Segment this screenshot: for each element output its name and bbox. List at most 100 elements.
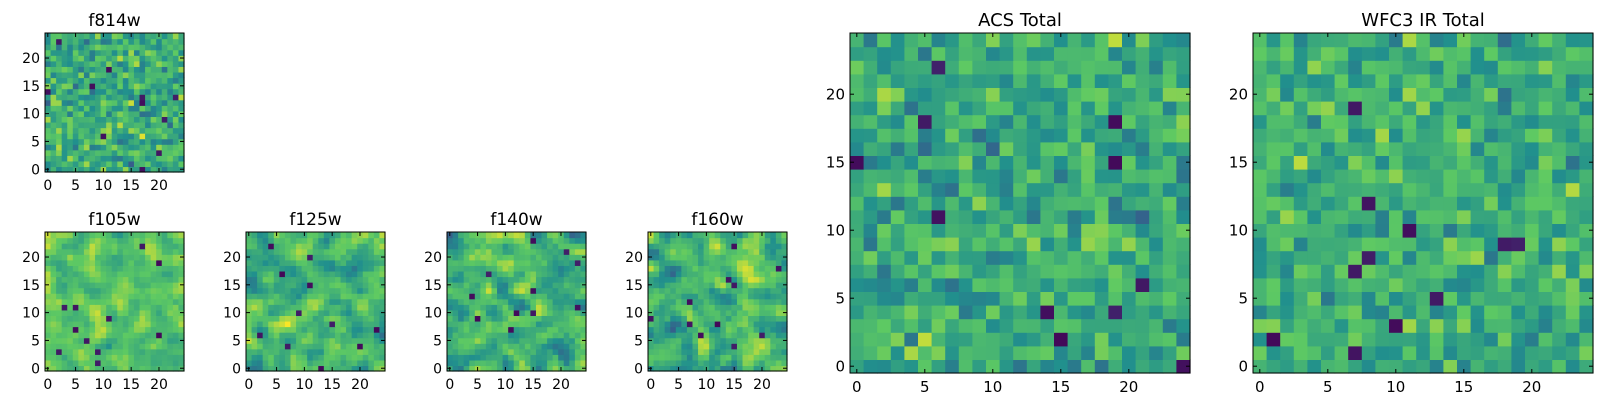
heatmap-cell: [703, 243, 710, 250]
heatmap-cell: [106, 60, 113, 67]
heatmap-cell: [1484, 101, 1499, 116]
heatmap-cell: [1348, 209, 1363, 224]
heatmap-cell: [1375, 264, 1390, 279]
heatmap-cell: [775, 315, 783, 322]
heatmap-cell: [753, 326, 760, 333]
plot-frame: [647, 231, 788, 372]
heatmap-cell: [775, 282, 783, 289]
heatmap-cell: [133, 138, 141, 145]
heatmap-cell: [524, 337, 531, 344]
heatmap-cell: [106, 304, 113, 311]
heatmap-cell: [1293, 101, 1308, 116]
heatmap-cell: [458, 237, 465, 244]
heatmap-cell: [1511, 60, 1526, 75]
heatmap-cell: [1149, 169, 1164, 184]
heatmap-cell: [50, 232, 57, 239]
heatmap-cell: [1149, 182, 1164, 197]
heatmap-cell: [1135, 114, 1150, 129]
heatmap-cell: [1457, 141, 1472, 156]
heatmap-cell: [1565, 87, 1580, 102]
heatmap-cell: [497, 287, 504, 294]
heatmap-cell: [100, 116, 107, 123]
heatmap-cell: [558, 282, 565, 289]
heatmap-cell: [307, 309, 314, 316]
heatmap-cell: [262, 315, 269, 322]
heatmap-cell: [145, 265, 152, 272]
heatmap-cell: [670, 276, 677, 283]
heatmap-cell: [1429, 73, 1444, 88]
heatmap-cell: [56, 304, 63, 311]
heatmap-cell: [318, 354, 325, 361]
heatmap-cell: [1334, 155, 1349, 170]
heatmap-cell: [692, 254, 699, 261]
heatmap-cell: [257, 298, 264, 305]
heatmap-cell: [61, 348, 68, 355]
heatmap-cell: [972, 250, 987, 265]
heatmap-cell: [714, 332, 721, 339]
heatmap-cell: [78, 33, 85, 40]
heatmap-cell: [133, 254, 141, 261]
heatmap-cell: [709, 359, 716, 367]
x-tick-label: 20: [351, 377, 369, 393]
heatmap-cell: [1416, 182, 1431, 197]
heatmap-cell: [1538, 332, 1553, 347]
heatmap-cell: [156, 155, 163, 162]
heatmap-cell: [1565, 250, 1580, 265]
heatmap-cell: [133, 38, 141, 45]
heatmap-cell: [904, 155, 919, 170]
heatmap-cell: [513, 276, 520, 283]
heatmap-cell: [1162, 73, 1177, 88]
heatmap-cell: [535, 237, 543, 244]
heatmap-cell: [318, 332, 325, 339]
heatmap-cell: [664, 287, 671, 294]
heatmap-cell: [78, 304, 85, 311]
heatmap-cell: [50, 99, 57, 106]
heatmap-cell: [279, 359, 286, 367]
heatmap-cell: [653, 298, 660, 305]
heatmap-cell: [122, 348, 129, 355]
heatmap-cell: [742, 332, 749, 339]
heatmap-cell: [106, 254, 113, 261]
heatmap-cell: [318, 259, 325, 266]
heatmap-cell: [1497, 141, 1512, 156]
heatmap-cell: [323, 326, 330, 333]
heatmap-cell: [1443, 223, 1458, 238]
heatmap-cell: [95, 49, 102, 56]
heatmap-cell: [1389, 345, 1404, 360]
heatmap-cell: [759, 304, 766, 311]
heatmap-cell: [61, 33, 68, 40]
heatmap-cell: [72, 110, 79, 117]
heatmap-cell: [469, 270, 476, 278]
heatmap-cell: [759, 326, 766, 333]
heatmap-cell: [1081, 264, 1096, 279]
heatmap-cell: [530, 237, 537, 244]
heatmap-cell: [1429, 196, 1444, 211]
heatmap-cell: [1525, 128, 1540, 143]
heatmap-cell: [334, 276, 342, 283]
heatmap-cell: [161, 287, 168, 294]
heatmap-cell: [1443, 141, 1458, 156]
heatmap-cell: [681, 282, 688, 289]
heatmap-cell: [748, 359, 755, 367]
heatmap-cell: [580, 293, 587, 300]
heatmap-cell: [692, 315, 699, 322]
heatmap-cell: [122, 44, 129, 51]
heatmap-cell: [95, 287, 102, 294]
heatmap-cell: [931, 291, 946, 306]
heatmap-cell: [1122, 33, 1137, 48]
heatmap-cell: [89, 309, 96, 316]
heatmap-cell: [580, 265, 587, 272]
heatmap-cell: [664, 309, 671, 316]
heatmap-cell: [659, 320, 666, 328]
heatmap-cell: [150, 326, 157, 333]
heatmap-cell: [150, 94, 157, 101]
heatmap-cell: [262, 287, 269, 294]
heatmap-cell: [56, 38, 63, 45]
heatmap-cell: [653, 359, 660, 367]
heatmap-cell: [357, 287, 364, 294]
heatmap-cell: [972, 305, 987, 320]
heatmap-cell: [67, 298, 74, 305]
heatmap-cell: [290, 326, 297, 333]
heatmap-cell: [133, 71, 141, 79]
heatmap-cell: [1094, 250, 1109, 265]
